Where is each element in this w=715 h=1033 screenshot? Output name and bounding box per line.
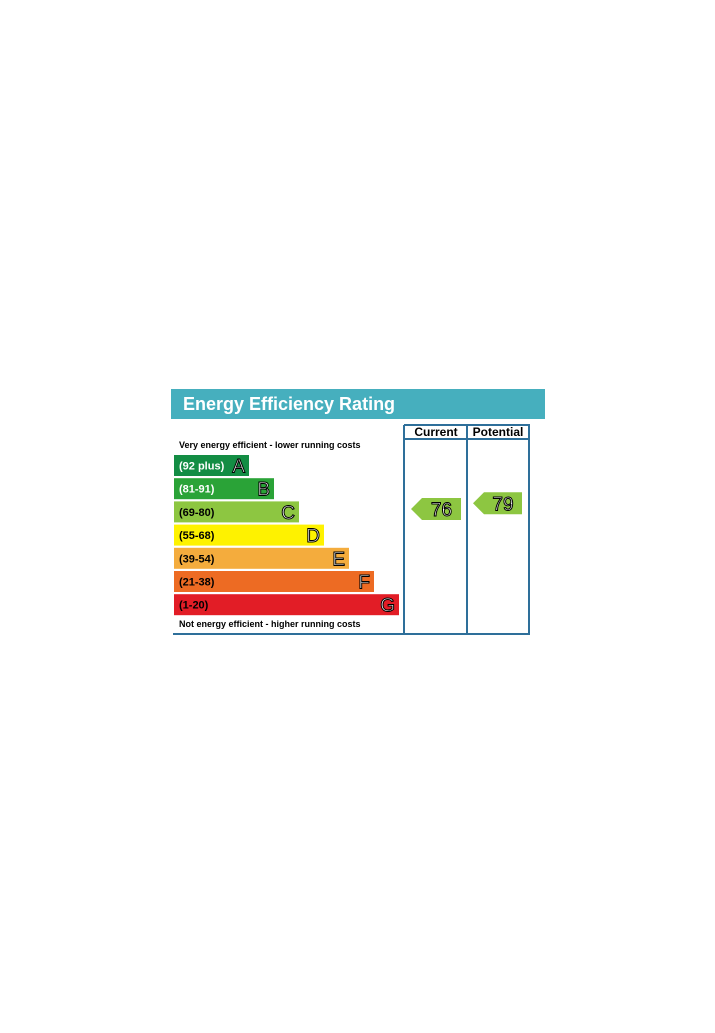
- band-letter-d: D: [306, 526, 320, 547]
- band-range-b: (81-91): [179, 484, 215, 496]
- rating-arrows: 76 79: [411, 492, 522, 522]
- band-letter-b: B: [257, 480, 270, 501]
- band-letter-c: C: [281, 503, 295, 524]
- current-rating-value: 76: [431, 500, 452, 521]
- band-letter-f: F: [358, 573, 370, 594]
- band-letter-a: A: [232, 457, 245, 478]
- band-bar-f: [174, 571, 374, 592]
- band-range-d: (55-68): [179, 530, 215, 542]
- band-letter-g: G: [380, 596, 395, 617]
- band-bar-c: [174, 501, 299, 523]
- band-range-f: (21-38): [179, 577, 215, 589]
- potential-rating-value: 79: [492, 494, 513, 515]
- potential-rating-arrow: [473, 492, 522, 515]
- grid-lines: [173, 424, 530, 635]
- band-range-c: (69-80): [179, 507, 215, 519]
- band-bar-a: [174, 455, 249, 476]
- band-range-a: (92 plus): [179, 461, 225, 473]
- band-range-g: (1-20): [179, 600, 209, 612]
- band-letter-e: E: [332, 549, 345, 570]
- current-rating-arrow: [411, 498, 461, 521]
- title-banner: [171, 389, 545, 419]
- current-column-header: Current: [414, 425, 457, 439]
- top-caption: Very energy efficient - lower running co…: [179, 440, 361, 450]
- potential-column-header: Potential: [473, 425, 524, 439]
- bottom-caption: Not energy efficient - higher running co…: [179, 619, 361, 629]
- band-bar-b: [174, 478, 274, 500]
- band-bar-e: [174, 547, 349, 569]
- chart-title: Energy Efficiency Rating: [183, 394, 395, 414]
- rating-bands: (92 plus) A (81-91) B (69-80) C (55-68) D (39-54…: [174, 455, 399, 617]
- band-range-e: (39-54): [179, 553, 215, 565]
- band-bar-d: [174, 524, 324, 546]
- band-bar-g: [174, 594, 399, 616]
